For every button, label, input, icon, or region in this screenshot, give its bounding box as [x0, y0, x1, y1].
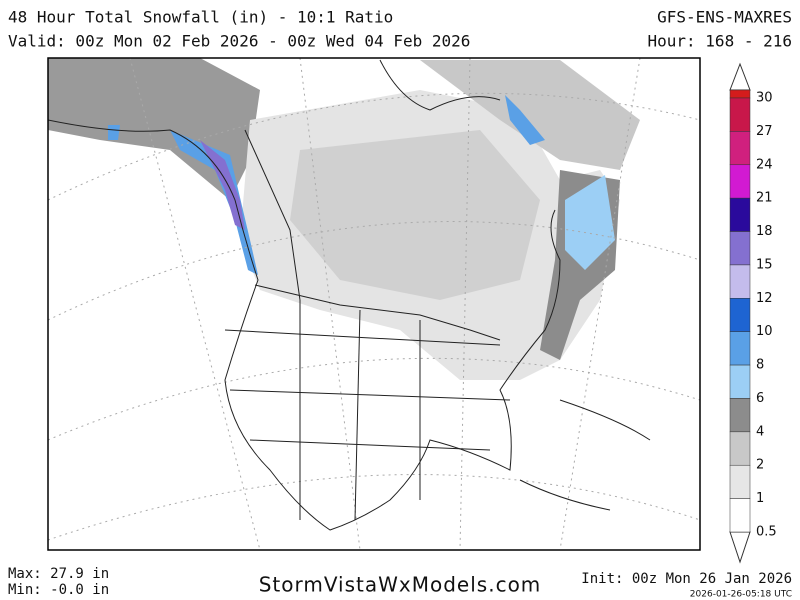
colorbar-swatch	[729, 398, 751, 433]
colorbar-label: 21	[756, 191, 773, 206]
colorbar-swatch	[729, 331, 751, 366]
colorbar-swatch	[729, 431, 751, 466]
colorbar-bottom-arrow	[729, 531, 751, 564]
site-name: StormVistaWxModels.com	[259, 573, 542, 597]
colorbar-label: 27	[756, 124, 773, 139]
colorbar-swatch	[729, 364, 751, 399]
min-value: Min: -0.0 in	[8, 582, 109, 598]
colorbar-label: 1	[756, 491, 764, 506]
forecast-hour: Hour: 168 - 216	[648, 32, 793, 51]
colorbar-swatch	[729, 89, 751, 99]
colorbar-swatch	[729, 97, 751, 132]
colorbar-label: 6	[756, 391, 764, 406]
colorbar-swatch	[729, 197, 751, 232]
colorbar-swatch	[729, 498, 751, 533]
colorbar-swatch	[729, 464, 751, 499]
colorbar-label: 0.5	[756, 525, 777, 540]
colorbar-swatch	[729, 131, 751, 166]
model: GFS-ENS-MAXRES	[657, 8, 792, 27]
colorbar-label: 15	[756, 257, 773, 272]
colorbar-label: 4	[756, 424, 764, 439]
colorbar-swatch	[729, 298, 751, 332]
max-value: Max: 27.9 in	[8, 566, 109, 582]
colorbar-swatch	[729, 164, 751, 199]
colorbar-label: 10	[756, 324, 773, 339]
colorbar-top-arrow	[729, 62, 751, 91]
colorbar-swatch	[729, 264, 751, 299]
colorbar-label: 30	[756, 91, 773, 106]
colorbar-label: 18	[756, 224, 773, 239]
colorbar-label: 8	[756, 358, 764, 373]
init-time: Init: 00z Mon 26 Jan 2026	[581, 571, 792, 587]
map	[47, 57, 701, 551]
colorbar-label: 2	[756, 458, 764, 473]
colorbar-label: 12	[756, 291, 773, 306]
title: 48 Hour Total Snowfall (in) - 10:1 Ratio	[8, 8, 393, 27]
valid-time: Valid: 00z Mon 02 Feb 2026 - 00z Wed 04 …	[8, 32, 470, 51]
colorbar-swatch	[729, 231, 751, 266]
timestamp: 2026-01-26-05:18 UTC	[690, 590, 792, 600]
colorbar-label: 24	[756, 157, 773, 172]
